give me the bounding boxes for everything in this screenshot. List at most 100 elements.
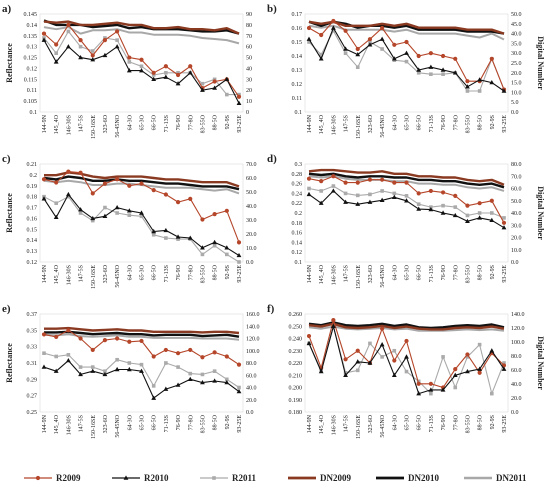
- data-point: [78, 54, 83, 60]
- data-point: [379, 36, 385, 41]
- data-point: [367, 199, 373, 204]
- data-point: [78, 44, 83, 49]
- data-point: [343, 357, 348, 362]
- data-point: [318, 200, 324, 205]
- y2-tick-label: 45.0: [511, 22, 522, 28]
- data-point: [380, 189, 384, 193]
- data-point: [368, 40, 372, 44]
- y-axis-title: Reflectance: [5, 193, 14, 233]
- y2-tick-label: 70.0: [246, 162, 257, 168]
- plot-area: [304, 313, 509, 413]
- data-point: [200, 245, 205, 250]
- x-tick-label: 56-45NO: [380, 414, 386, 437]
- x-tick-label: 65-3O: [140, 414, 146, 430]
- x-tick-label: 150-16SE: [91, 265, 97, 289]
- data-point: [115, 38, 119, 42]
- data-point: [41, 37, 47, 42]
- data-point: [428, 51, 433, 56]
- x-tick-label: 150-16SE: [91, 415, 97, 439]
- x-tick-label: 83-55O: [465, 264, 471, 283]
- y-tick-label: 0.2: [295, 211, 303, 217]
- y2-tick-label: 100.0: [511, 340, 525, 346]
- plot-area: [39, 313, 244, 413]
- data-point: [236, 388, 242, 394]
- y2-tick-label: 50: [246, 56, 252, 62]
- x-tick-label: 92-9S: [490, 265, 496, 279]
- x-tick-label: 76-9O: [441, 264, 447, 280]
- data-point: [379, 197, 385, 202]
- data-point: [114, 44, 120, 49]
- x-tick-label: 64-3O: [392, 264, 398, 280]
- y2-tick-label: 30.0: [246, 218, 257, 224]
- x-tick-label: 83-55O: [200, 414, 206, 433]
- series-line: [308, 20, 505, 35]
- data-point: [163, 74, 169, 79]
- series-line: [308, 321, 505, 330]
- data-point: [127, 361, 132, 365]
- y-tick-label: 0.1: [295, 260, 303, 266]
- data-point: [236, 240, 242, 245]
- legend-entry: DN2009: [288, 473, 351, 483]
- data-point: [440, 67, 446, 72]
- y2-tick-label: 40.0: [511, 32, 522, 38]
- data-point: [416, 67, 422, 72]
- y2-tick-label: 80.0: [511, 162, 522, 168]
- data-point: [151, 76, 157, 82]
- data-point: [355, 359, 361, 364]
- x-tick-label: 144-9N: [42, 414, 48, 433]
- legend-label: DN2010: [408, 473, 439, 483]
- data-point: [139, 362, 144, 367]
- data-point: [200, 372, 205, 377]
- legend-entry: R2010: [112, 473, 169, 483]
- x-tick-label: 146-30S: [331, 415, 337, 435]
- data-point: [440, 210, 446, 215]
- data-point: [465, 355, 470, 359]
- data-point: [428, 188, 433, 194]
- data-point: [78, 336, 83, 341]
- data-point: [176, 365, 180, 369]
- data-point: [330, 188, 336, 193]
- y2-tick-label: 20.0: [511, 71, 522, 77]
- chart-panel-e: 0.25 0.27 0.29 0.31 0.33 0.35 0.37 0.0 20.0 40.0 6…: [2, 303, 260, 439]
- data-point: [126, 366, 132, 372]
- data-point: [200, 355, 205, 360]
- data-point: [319, 179, 324, 184]
- data-point: [200, 252, 205, 257]
- data-point: [307, 186, 311, 191]
- legend-label: R2010: [144, 473, 169, 483]
- y-tick-label: 0.145: [24, 12, 38, 18]
- data-point: [225, 252, 229, 257]
- y-tick-label: 0.3: [295, 162, 303, 168]
- data-point: [343, 46, 348, 51]
- data-point: [237, 385, 241, 390]
- x-tick-label: 92-9S: [225, 265, 231, 279]
- data-point: [429, 391, 433, 396]
- data-point: [41, 196, 47, 201]
- x-tick-label: 147-5S: [344, 115, 350, 132]
- x-tick-label: 64-3O: [392, 114, 398, 130]
- x-tick-label: 93-25E: [237, 115, 243, 133]
- data-point: [65, 191, 71, 197]
- x-tick-label: 88-5O: [478, 264, 484, 280]
- data-point: [236, 100, 242, 105]
- data-point: [416, 381, 421, 386]
- data-point: [175, 200, 181, 205]
- y2-tick-label: 20.0: [246, 232, 257, 238]
- y2-axis-title: Digital Number: [536, 336, 545, 390]
- panel-label: c): [2, 153, 11, 165]
- x-tick-label: 93-25E: [237, 415, 243, 433]
- y-tick-label: 0.1: [295, 110, 303, 116]
- data-point: [477, 211, 482, 215]
- x-tick-label: 93-25E: [502, 115, 508, 133]
- x-tick-label: 64-3O: [127, 414, 133, 430]
- data-point: [103, 369, 107, 373]
- data-point: [90, 191, 95, 196]
- data-point: [212, 77, 217, 82]
- series-DN2011: [308, 24, 505, 41]
- series-line: [308, 172, 505, 189]
- data-point: [175, 234, 181, 239]
- series-line: [44, 326, 240, 335]
- data-point: [53, 214, 59, 220]
- y2-tick-label: 40: [246, 66, 252, 72]
